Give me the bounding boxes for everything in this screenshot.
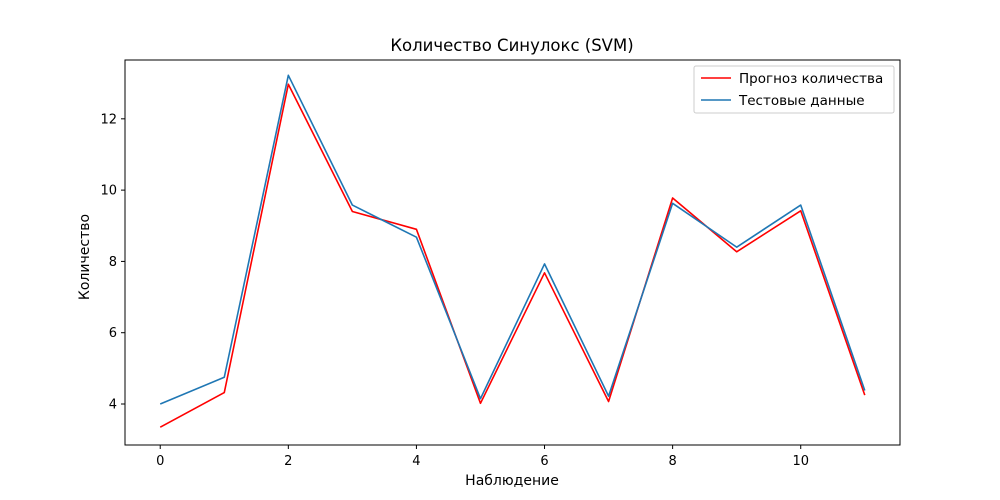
legend-box (693, 65, 895, 114)
legend-label-test: Тестовые данные (738, 93, 865, 109)
x-tick-label: 2 (284, 454, 292, 469)
y-axis-ticks: 4 6 8 10 12 (100, 112, 125, 413)
x-tick-label: 10 (792, 454, 809, 469)
legend: Прогноз количества Тестовые данные (693, 65, 895, 114)
x-tick-label: 4 (412, 454, 420, 469)
y-tick-label: 8 (109, 255, 117, 270)
series-line-test (159, 74, 866, 405)
plot-area (124, 59, 901, 446)
y-tick-label: 6 (109, 326, 117, 341)
y-tick-label: 4 (109, 398, 117, 413)
x-tick-label: 0 (156, 454, 164, 469)
x-axis-ticks: 0 2 4 6 8 10 (156, 445, 809, 469)
chart-title: Количество Синулокс (SVM) (390, 36, 633, 55)
legend-label-forecast: Прогноз количества (739, 71, 883, 87)
x-tick-label: 6 (540, 454, 548, 469)
y-tick-label: 10 (100, 184, 117, 199)
x-axis-title: Наблюдение (465, 473, 559, 489)
x-tick-label: 8 (668, 454, 676, 469)
y-tick-label: 12 (100, 112, 117, 127)
series-line-forecast (159, 83, 866, 428)
series-lines (159, 74, 866, 428)
y-axis-title: Количество (77, 214, 93, 300)
plot-frame (124, 59, 901, 446)
